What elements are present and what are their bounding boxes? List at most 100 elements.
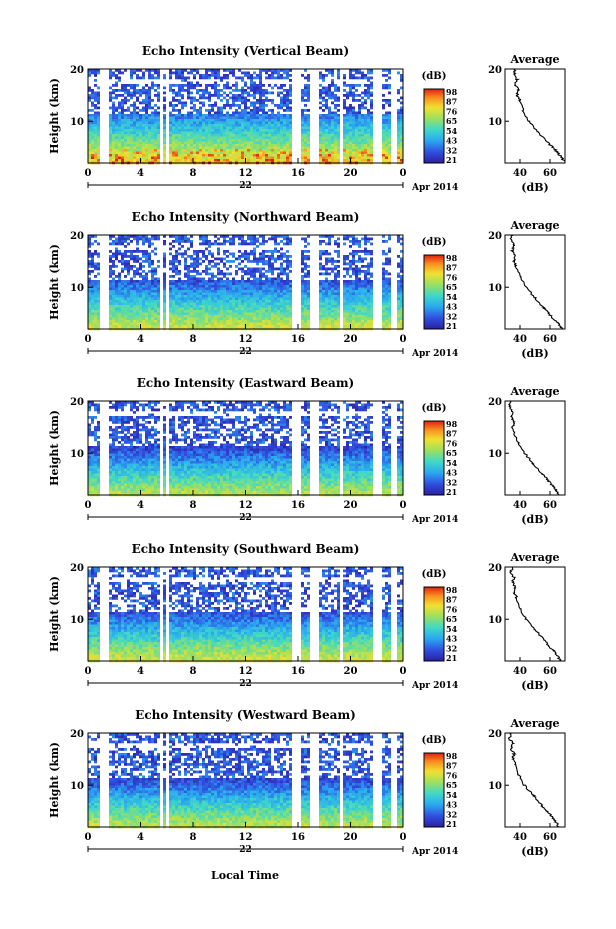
heatmap-cell <box>235 126 238 130</box>
heatmap-cell <box>121 290 124 293</box>
heatmap-cell <box>355 94 358 97</box>
heatmap-cell <box>154 124 157 127</box>
heatmap-cell <box>157 126 160 130</box>
heatmap-cell <box>337 305 340 308</box>
heatmap-cell <box>271 154 274 157</box>
heatmap-cell <box>277 76 280 80</box>
heatmap-cell <box>97 290 100 293</box>
heatmap-cell <box>88 237 91 241</box>
heatmap-cell <box>283 260 286 263</box>
heatmap-cell <box>187 154 190 157</box>
heatmap-cell <box>289 134 292 137</box>
heatmap-cell <box>337 287 340 291</box>
heatmap-cell <box>289 156 292 160</box>
heatmap-cell <box>229 240 232 243</box>
heatmap-cell <box>205 300 208 303</box>
heatmap-cell <box>337 119 340 122</box>
heatmap-cell <box>307 282 310 286</box>
heatmap-cell <box>235 116 238 120</box>
heatmap-cell <box>319 250 322 253</box>
heatmap-cell <box>271 267 274 271</box>
heatmap-cell <box>217 114 220 117</box>
heatmap-cell <box>346 290 349 293</box>
heatmap-cell <box>364 151 367 155</box>
heatmap-cell <box>88 139 91 142</box>
heatmap-cell <box>112 285 115 288</box>
heatmap-cell <box>289 307 292 311</box>
heatmap-cell <box>91 116 94 120</box>
heatmap-cell <box>184 101 187 105</box>
heatmap-cell <box>259 96 262 100</box>
heatmap-cell <box>328 287 331 291</box>
heatmap-cell <box>283 317 286 321</box>
heatmap-cell <box>139 139 142 142</box>
heatmap-cell <box>205 154 208 157</box>
heatmap-cell <box>289 131 292 135</box>
heatmap-cell <box>346 136 349 140</box>
heatmap-cell <box>238 129 241 132</box>
heatmap-cell <box>235 144 238 147</box>
heatmap-cell <box>187 81 190 85</box>
heatmap-cell <box>115 280 118 283</box>
heatmap-cell <box>328 325 331 328</box>
heatmap-cell <box>130 139 133 142</box>
heatmap-cell <box>352 250 355 253</box>
heatmap-cell <box>115 250 118 253</box>
heatmap-cell <box>322 240 325 243</box>
heatmap-cell <box>184 134 187 137</box>
heatmap-cell <box>352 287 355 291</box>
heatmap-cell <box>169 146 172 150</box>
heatmap-cell <box>187 302 190 306</box>
heatmap-cell <box>232 300 235 303</box>
heatmap-cell <box>223 86 226 90</box>
heatmap-cell <box>274 290 277 293</box>
heatmap-cell <box>181 320 184 323</box>
heatmap-cell <box>187 151 190 155</box>
heatmap-cell <box>112 151 115 155</box>
heatmap-cell <box>388 69 391 72</box>
heatmap-cell <box>286 257 289 261</box>
heatmap-cell <box>145 121 148 125</box>
heatmap-cell <box>121 144 124 147</box>
heatmap-cell <box>115 139 118 142</box>
heatmap-cell <box>343 310 346 313</box>
heatmap-cell <box>178 282 181 286</box>
heatmap-cell <box>121 325 124 328</box>
heatmap-cell <box>115 275 118 278</box>
heatmap-cell <box>223 69 226 72</box>
heatmap-cell <box>130 121 133 125</box>
heatmap-cell <box>277 257 280 261</box>
heatmap-cell <box>244 116 247 120</box>
heatmap-cell <box>178 86 181 90</box>
heatmap-cell <box>286 131 289 135</box>
heatmap-cell <box>223 307 226 311</box>
heatmap-cell <box>139 292 142 296</box>
heatmap-cell <box>268 315 271 318</box>
heatmap-cell <box>304 297 307 301</box>
heatmap-cell <box>241 280 244 283</box>
heatmap-cell <box>364 116 367 120</box>
heatmap-cell <box>109 139 112 142</box>
heatmap-cell <box>277 305 280 308</box>
heatmap-cell <box>130 94 133 97</box>
heatmap-cell <box>244 252 247 256</box>
heatmap-cell <box>115 149 118 152</box>
heatmap-cell <box>307 131 310 135</box>
heatmap-cell <box>328 285 331 288</box>
heatmap-cell <box>151 297 154 301</box>
heatmap-cell <box>223 235 226 238</box>
heatmap-cell <box>88 114 91 117</box>
heatmap-cell <box>214 302 217 306</box>
heatmap-cell <box>145 109 148 112</box>
colorbar-tick-label: 21 <box>446 155 457 165</box>
heatmap-cell <box>268 129 271 132</box>
heatmap-cell <box>214 320 217 323</box>
heatmap-cell <box>277 320 280 323</box>
heatmap-cell <box>223 76 226 80</box>
heatmap-cell <box>343 146 346 150</box>
heatmap-cell <box>181 104 184 107</box>
heatmap-cell <box>208 141 211 145</box>
heatmap-cell <box>127 146 130 150</box>
heatmap-cell <box>226 280 229 283</box>
heatmap-cell <box>130 134 133 137</box>
